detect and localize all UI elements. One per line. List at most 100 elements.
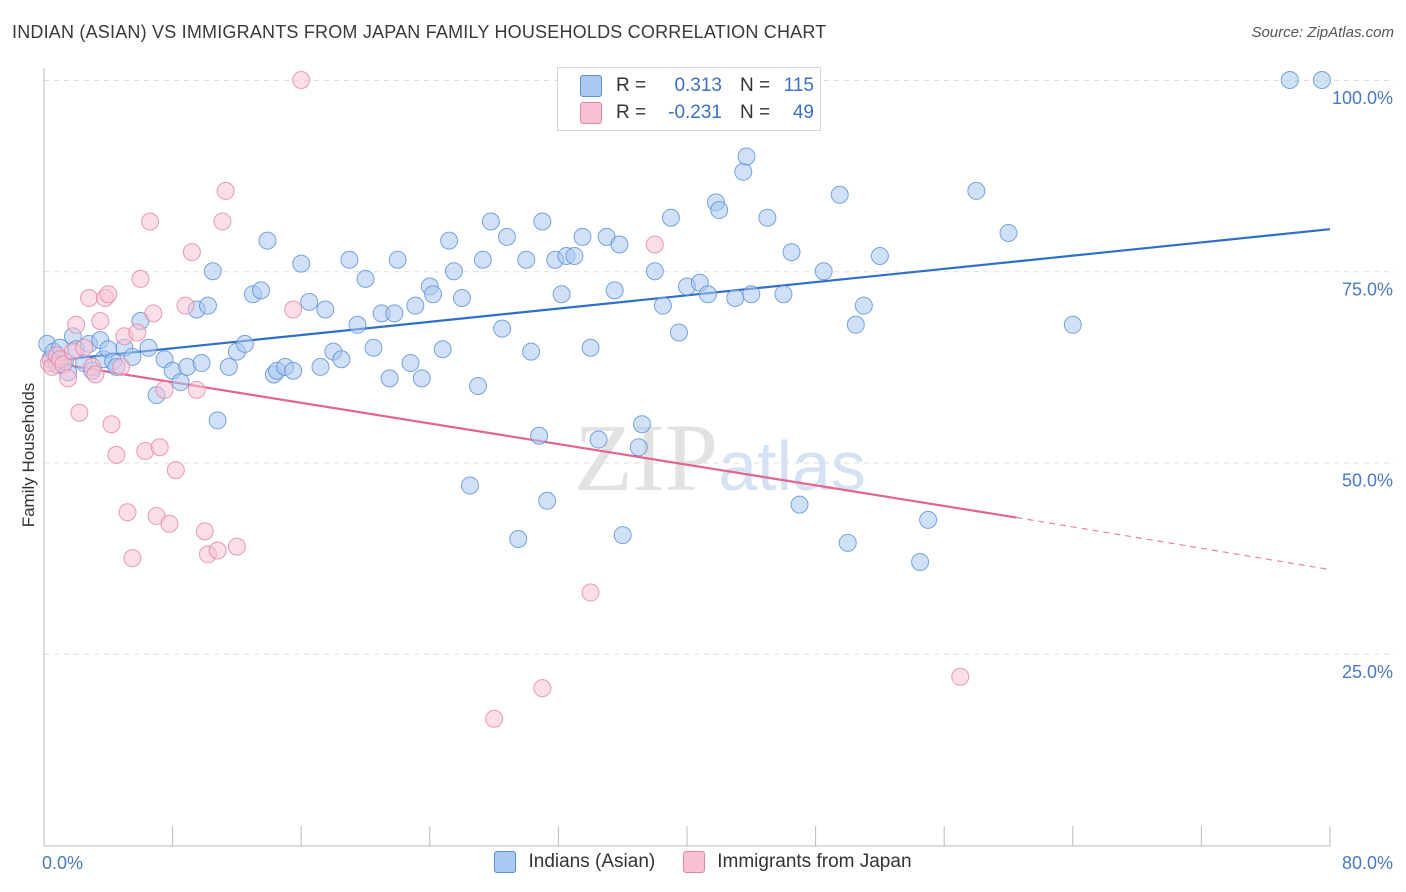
indians-point — [790, 495, 809, 514]
indians-point — [460, 476, 479, 495]
trend-line-japan — [43, 360, 1017, 519]
indians-point — [522, 342, 541, 361]
legend-label-indians: Indians (Asian) — [528, 851, 656, 872]
indians-point — [258, 231, 277, 250]
japan-swatch — [580, 102, 602, 124]
japan-point — [80, 289, 99, 308]
indians-point — [469, 377, 488, 395]
source-label: Source: ZipAtlas.com — [1251, 24, 1394, 41]
indians-point — [613, 526, 632, 545]
indians-point — [530, 426, 549, 445]
japan-point — [187, 380, 206, 399]
indians-point — [653, 296, 672, 315]
series-japan-points — [39, 71, 970, 728]
indians-point — [814, 262, 833, 281]
r-value: 0.313 — [674, 75, 722, 96]
indians-point — [1280, 71, 1299, 89]
japan-point — [195, 522, 214, 541]
japan-point — [67, 315, 86, 334]
indians-point — [782, 243, 801, 262]
japan-point — [581, 583, 600, 602]
indians-point — [726, 289, 745, 308]
n-value: 49 — [792, 102, 814, 123]
indians-point — [219, 357, 238, 376]
legend-item-japan[interactable]: Immigrants from Japan — [683, 851, 912, 873]
indians-point — [311, 357, 330, 376]
indians-point — [473, 250, 492, 269]
japan-point — [86, 365, 105, 384]
watermark: ZIPatlas — [574, 404, 866, 511]
indians-point — [340, 250, 359, 269]
chart-title: INDIAN (ASIAN) VS IMMIGRANTS FROM JAPAN … — [12, 22, 827, 42]
n-label: N = — [740, 102, 771, 123]
series-legend: Indians (Asian) Immigrants from Japan — [0, 851, 1406, 873]
indians-point — [433, 340, 452, 359]
indians-point — [846, 315, 865, 334]
japan-point — [155, 380, 174, 399]
y-tick-label: 50.0% — [1342, 471, 1393, 491]
japan-point — [216, 181, 235, 200]
indians-point — [509, 530, 528, 548]
indians-point — [838, 533, 857, 552]
stats-row-indians: R = 0.313 N = 115 — [580, 73, 814, 99]
indians-point — [316, 300, 335, 319]
japan-point — [99, 285, 118, 304]
indians-point — [406, 296, 425, 315]
indians-point — [911, 552, 930, 571]
indians-point — [538, 491, 557, 510]
indians-point — [385, 304, 404, 323]
indians-point — [440, 231, 459, 250]
indians-point — [605, 281, 624, 300]
indians-point — [198, 296, 217, 315]
indians-point — [581, 338, 600, 357]
indians-point — [192, 354, 211, 373]
indians-point — [610, 235, 629, 254]
japan-point — [70, 403, 89, 422]
japan-point — [128, 323, 147, 342]
legend-label-japan: Immigrants from Japan — [717, 851, 912, 872]
n-value: 115 — [783, 75, 814, 96]
indians-point — [870, 246, 889, 265]
japan-point — [166, 461, 185, 480]
japan-legend-swatch — [683, 851, 706, 873]
indians-point — [742, 285, 761, 304]
grid-lines — [44, 80, 1395, 655]
japan-point — [176, 296, 195, 315]
y-tick-labels: 25.0% 50.0% 75.0% 100.0% — [1332, 88, 1393, 682]
legend-item-indians[interactable]: Indians (Asian) — [494, 851, 655, 873]
indians-point — [123, 347, 142, 366]
japan-point — [118, 503, 137, 522]
indians-point — [481, 212, 500, 231]
indians-point — [533, 212, 552, 231]
stats-row-japan: R = -0.231 N = 49 — [580, 100, 814, 126]
y-tick-label: 25.0% — [1342, 662, 1393, 682]
x-tick-label: 0.0% — [42, 853, 83, 873]
indians-point — [589, 430, 608, 449]
indians-point — [669, 323, 688, 342]
indians-point — [497, 227, 516, 246]
indians-point — [332, 350, 351, 369]
japan-point — [107, 445, 126, 464]
indians-point — [632, 415, 651, 434]
indians-point — [356, 269, 375, 288]
indians-point — [1312, 71, 1331, 89]
indians-point — [573, 227, 592, 246]
japan-point — [284, 300, 303, 319]
indians-point — [758, 208, 777, 227]
axes — [43, 68, 1331, 847]
indians-point — [629, 438, 648, 457]
indians-point — [284, 361, 303, 380]
y-axis-label: Family Households — [19, 383, 38, 528]
stats-legend: R = 0.313 N = 115 R = -0.231 N = 49 — [557, 67, 821, 131]
indians-point — [444, 262, 463, 281]
japan-point — [951, 667, 970, 686]
japan-point — [645, 235, 664, 254]
japan-point — [75, 338, 94, 357]
indians-point — [235, 334, 254, 353]
indians-point — [139, 338, 158, 357]
trend-line-japan-extension — [1016, 516, 1331, 571]
japan-point — [144, 304, 163, 323]
indians-point — [412, 369, 431, 388]
indians-point — [734, 162, 753, 181]
